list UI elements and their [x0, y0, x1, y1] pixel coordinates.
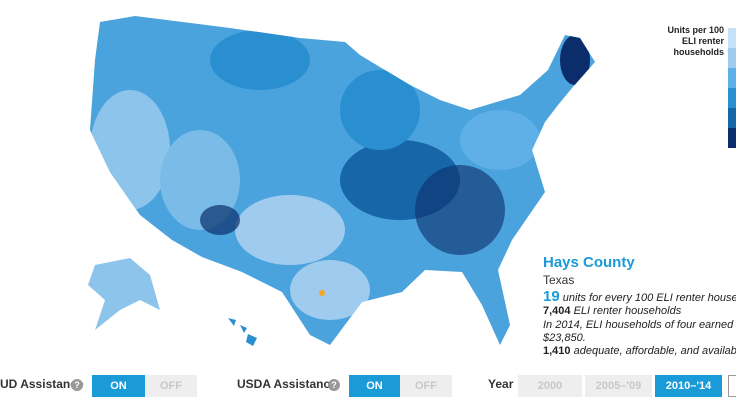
county-name: Hays County — [543, 254, 635, 271]
legend-swatch — [728, 48, 736, 68]
available-line: 1,410 adequate, affordable, and availabl… — [543, 345, 736, 357]
households-line: 7,404 ELI renter households — [543, 305, 736, 317]
available-text: adequate, affordable, and available u — [573, 345, 736, 357]
units-line: 19 units for every 100 ELI renter househ… — [543, 288, 736, 305]
map — [88, 16, 595, 346]
legend-title-line: Units per 100 — [667, 25, 724, 35]
legend-swatch — [728, 108, 736, 128]
available-value: 1,410 — [543, 345, 571, 357]
help-icon[interactable]: ? — [328, 379, 340, 391]
help-icon[interactable]: ? — [71, 379, 83, 391]
units-text: units for every 100 ELI renter household… — [562, 292, 736, 304]
legend-title-line: ELI renter — [681, 36, 724, 46]
units-value: 19 — [543, 288, 560, 305]
contiguous-states — [90, 16, 595, 345]
year-label: Year — [488, 377, 514, 391]
usda-on[interactable]: ON — [349, 375, 400, 397]
hud-label: UD Assistance — [0, 377, 84, 391]
selected-county[interactable] — [319, 290, 325, 296]
county-state: Texas — [543, 273, 575, 287]
alaska — [88, 258, 160, 330]
legend-swatch — [728, 68, 736, 88]
year-option[interactable]: 2005–'09 — [585, 375, 652, 397]
legend-title-line: households — [673, 47, 724, 57]
households-text: ELI renter households — [573, 305, 682, 317]
income-amount: $23,850. — [543, 332, 586, 344]
legend-swatch — [728, 128, 736, 148]
hud-off[interactable]: OFF — [145, 375, 197, 397]
hud-on[interactable]: ON — [92, 375, 145, 397]
households-value: 7,404 — [543, 305, 571, 317]
income-text: In 2014, ELI households of four earned n… — [543, 319, 736, 331]
usda-off[interactable]: OFF — [400, 375, 452, 397]
year-option[interactable]: 2010–'14 — [655, 375, 722, 397]
usda-label: USDA Assistance — [237, 377, 337, 391]
scroll-button[interactable] — [728, 375, 736, 397]
hawaii — [228, 318, 257, 346]
legend-title: Units per 100 ELI renter households — [667, 25, 724, 58]
year-option[interactable]: 2000 — [518, 375, 582, 397]
legend-swatch — [728, 28, 736, 48]
legend-swatch — [728, 88, 736, 108]
